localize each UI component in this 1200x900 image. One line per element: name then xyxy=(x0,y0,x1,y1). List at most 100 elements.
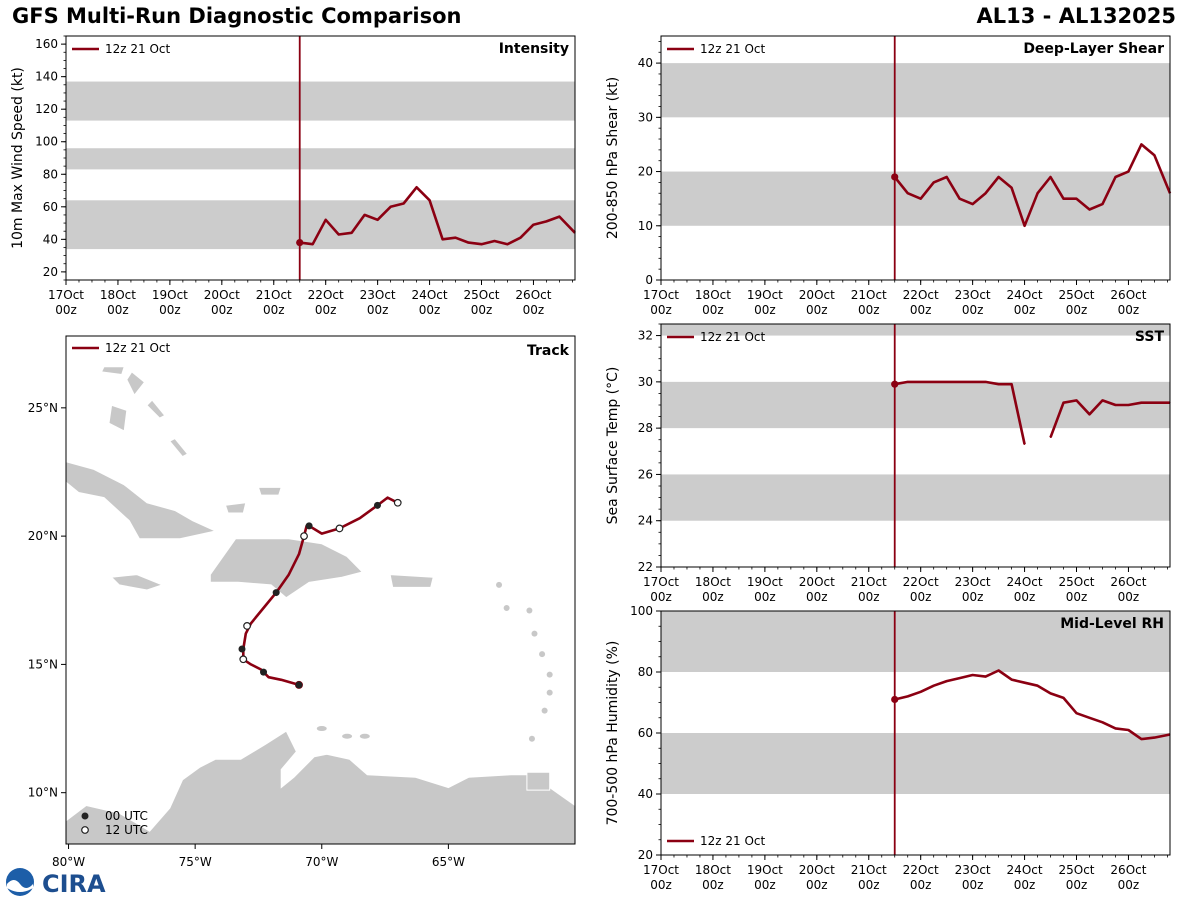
sst-data-point xyxy=(907,381,909,383)
rh-x-tick-label-hour: 00z xyxy=(650,878,672,892)
land-hispaniola xyxy=(209,538,364,599)
shear-x-tick-label-hour: 00z xyxy=(754,303,776,317)
sst-x-tick-label: 26Oct xyxy=(1110,575,1146,589)
intensity-data-point xyxy=(312,243,314,245)
shear-x-tick-label-hour: 00z xyxy=(1066,303,1088,317)
shear-x-tick-label: 21Oct xyxy=(851,288,887,302)
intensity-data-point xyxy=(558,215,561,218)
cira-logo: CIRA xyxy=(6,868,106,898)
sst-x-tick-label-hour: 00z xyxy=(1066,590,1088,604)
intensity-data-point xyxy=(390,206,392,208)
sst-data-point xyxy=(1010,383,1013,385)
shear-data-point xyxy=(891,173,899,181)
shear-y-tick-label: 10 xyxy=(638,219,653,233)
sst-x-tick-label: 23Oct xyxy=(955,575,991,589)
intensity-data-point xyxy=(467,241,470,244)
rh-x-tick-label: 18Oct xyxy=(695,863,731,877)
track-00utc-marker xyxy=(295,681,303,689)
shear-y-tick-label: 20 xyxy=(638,165,653,179)
sst-y-tick-label: 32 xyxy=(638,329,653,343)
shear-y-tick-label: 30 xyxy=(638,110,653,124)
sst-y-tick-label: 24 xyxy=(638,514,653,528)
sst-x-tick-label: 18Oct xyxy=(695,575,731,589)
rh-data-point xyxy=(1114,727,1117,730)
shear-legend-label: 12z 21 Oct xyxy=(700,42,766,56)
shear-x-tick-label: 22Oct xyxy=(903,288,939,302)
rh-data-point xyxy=(933,685,935,687)
rh-x-tick-label-hour: 00z xyxy=(1066,878,1088,892)
sst-data-point xyxy=(998,383,1000,385)
shear-data-point xyxy=(1088,208,1091,211)
sst-frame xyxy=(660,323,1171,568)
intensity-data-point xyxy=(338,233,340,236)
shear-band-0 xyxy=(661,171,1170,226)
sst-data-point xyxy=(1153,402,1156,404)
rh-data-point xyxy=(1075,712,1078,714)
land-bahamas-4 xyxy=(146,399,166,419)
sst-data-point xyxy=(1062,402,1065,404)
land-lesser-antilles-island xyxy=(546,689,553,696)
land-jamaica xyxy=(110,574,164,591)
shear-data-point xyxy=(907,192,909,194)
intensity-band-2 xyxy=(66,81,575,121)
rh-data-point xyxy=(1036,685,1039,687)
rh-band-0 xyxy=(661,733,1170,794)
shear-x-tick-label: 24Oct xyxy=(1007,288,1043,302)
land-abc-island xyxy=(342,733,353,739)
intensity-data-point xyxy=(441,238,444,240)
intensity-series-line-0 xyxy=(299,186,576,246)
rh-data-point xyxy=(985,675,987,678)
storm-id-title: AL13 - AL132025 xyxy=(976,4,1177,28)
rh-data-point xyxy=(1023,682,1026,684)
shear-data-point xyxy=(1127,170,1130,173)
intensity-x-tick-label-hour: 00z xyxy=(263,303,285,317)
land-lesser-antilles-island xyxy=(546,671,553,678)
shear-data-point xyxy=(1101,203,1104,205)
shear-data-point xyxy=(933,181,935,183)
intensity-x-tick-label: 23Oct xyxy=(360,288,396,302)
rh-y-tick-label: 40 xyxy=(638,787,653,801)
sst-data-point xyxy=(1101,399,1104,401)
track-12utc-marker xyxy=(243,622,251,630)
shear-data-point xyxy=(1140,143,1143,146)
shear-x-tick-label: 19Oct xyxy=(747,288,783,302)
land-lesser-antilles-island xyxy=(528,735,535,742)
intensity-x-tick-label: 20Oct xyxy=(204,288,240,302)
shear-data-point xyxy=(1075,198,1078,200)
intensity-data-point xyxy=(428,199,431,201)
rh-data-point xyxy=(920,691,922,693)
sst-data-point xyxy=(1140,402,1143,404)
track-y-tick-label: 25°N xyxy=(28,401,58,415)
shear-series-line-0 xyxy=(893,143,1172,228)
track-line xyxy=(242,496,399,687)
track-00utc-marker xyxy=(305,522,313,530)
sst-data-point xyxy=(891,380,899,388)
intensity-x-tick-label-hour: 00z xyxy=(107,303,129,317)
sst-plot-area xyxy=(661,324,1170,567)
intensity-data-point xyxy=(454,237,457,239)
intensity-x-tick-label: 21Oct xyxy=(256,288,292,302)
intensity-data-point xyxy=(532,224,535,226)
track-y-tick-label: 15°N xyxy=(28,657,58,671)
shear-x-tick-label-hour: 00z xyxy=(910,303,932,317)
sst-x-tick-label-hour: 00z xyxy=(962,590,984,604)
rh-x-tick-label-hour: 00z xyxy=(1014,878,1036,892)
sst-data-point xyxy=(1088,413,1091,415)
shear-y-tick-label: 0 xyxy=(645,273,653,287)
sst-y-tick-label: 28 xyxy=(638,421,653,435)
shear-data-point xyxy=(972,203,974,205)
shear-x-tick-label-hour: 00z xyxy=(1014,303,1036,317)
sst-data-point xyxy=(959,381,961,383)
track-00utc-marker xyxy=(272,589,280,597)
intensity-x-tick-label-hour: 00z xyxy=(159,303,181,317)
sst-data-point xyxy=(933,381,935,383)
rh-data-point xyxy=(1088,717,1091,719)
sst-band-2 xyxy=(661,324,1170,336)
rh-y-axis-label: 700-500 hPa Humidity (%) xyxy=(605,641,621,826)
intensity-x-tick-label: 22Oct xyxy=(308,288,344,302)
intensity-data-point xyxy=(403,202,405,205)
sst-x-tick-label: 21Oct xyxy=(851,575,887,589)
track-frame xyxy=(65,335,576,845)
rh-x-tick-label: 24Oct xyxy=(1007,863,1043,877)
